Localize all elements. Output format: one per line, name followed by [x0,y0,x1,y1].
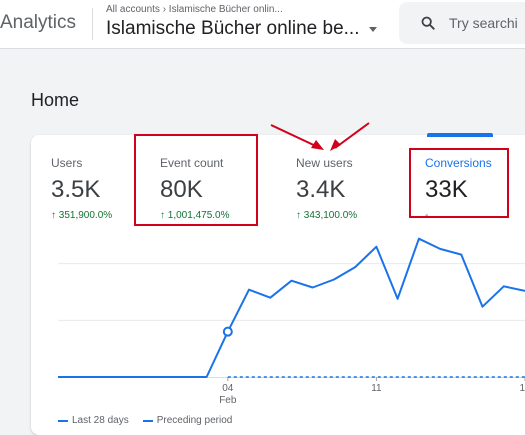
top-bar: Analytics All accounts › Islamische Büch… [0,0,525,49]
metric-value: 80K [160,176,203,203]
x-tick-label-2: 18 [519,383,525,394]
highlight-point [222,326,233,337]
header-divider [92,8,93,40]
annotation-box-event-count [134,134,258,226]
caret-down-icon [369,26,378,32]
x-tick-label-0: 04 [222,383,234,394]
metric-label: Conversions [425,156,492,170]
annotation-box-conversions [409,148,509,218]
overview-card [31,135,525,435]
series-line-0 [58,237,525,378]
legend-dashed-swatch [142,419,153,422]
metric-change: ↑ 1,001,475.0% [160,210,230,221]
annotation-arrows [270,122,370,151]
metric-new-users[interactable]: New users 3.4K ↑ 343,100.0% [296,156,357,221]
legend-label: Preceding period [156,415,233,426]
x-tick-label-1: 11 [371,383,382,394]
metric-label: Event count [160,156,224,170]
legend-solid-swatch [58,419,68,422]
search-icon [421,16,435,30]
metric-change: ↑ 351,900.0% [51,210,113,221]
active-tab-indicator [427,133,493,137]
chart-legend: Last 28 days Preceding period [58,415,246,426]
legend-item-current[interactable]: Last 28 days [58,415,129,426]
metric-event-count[interactable]: Event count 80K ↑ 1,001,475.0% [160,156,230,221]
metric-users[interactable]: Users 3.5K ↑ 351,900.0% [51,156,112,221]
metric-change: ↑ 343,100.0% [296,210,358,221]
x-tick-sublabel-0: Feb [219,395,237,406]
chart-lines [58,237,525,378]
property-name: Islamische Bücher online be... [106,18,360,39]
metric-value: 3.4K [296,176,346,203]
metric-conversions[interactable]: Conversions 33K - [425,156,492,221]
search-box[interactable] [399,2,525,44]
legend-item-preceding[interactable]: Preceding period [142,415,233,426]
search-input[interactable] [449,15,525,31]
legend-label: Last 28 days [72,415,129,426]
metric-value: 3.5K [51,176,101,203]
account-breadcrumb[interactable]: All accounts › Islamische Bücher onlin..… [106,4,283,15]
property-selector[interactable]: Islamische Bücher online be... [106,18,378,40]
app-title: Analytics [0,12,77,33]
metric-value: 33K [425,176,468,203]
metric-change: - [425,210,429,221]
metric-label: New users [296,156,353,170]
metric-label: Users [51,156,83,170]
page-title: Home [31,90,80,110]
